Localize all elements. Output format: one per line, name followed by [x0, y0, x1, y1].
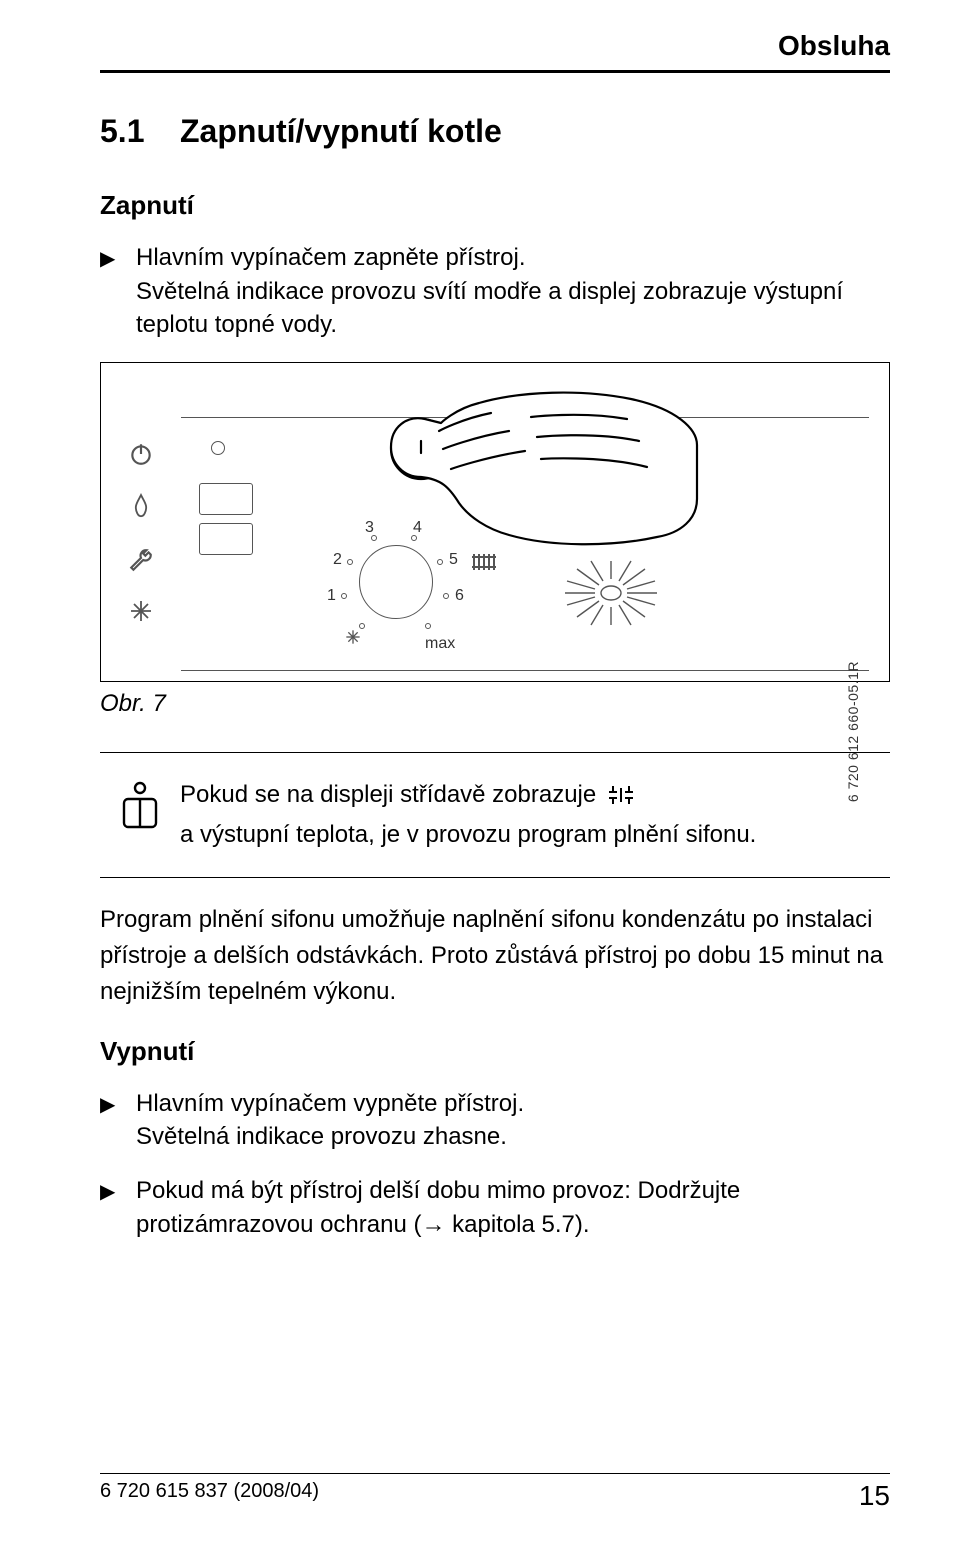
knob-label-6: 6: [455, 587, 464, 605]
flame-icon: [130, 493, 152, 521]
body-paragraph: Program plnění sifonu umožňuje naplnění …: [100, 902, 890, 1010]
figure-code-vertical: 6 720 612 660-05.1R: [845, 661, 861, 802]
page-number: 15: [859, 1480, 890, 1512]
footer-rule: [100, 1473, 890, 1474]
zapnuti-item-line1: Hlavním vypínačem zapněte přístroj.: [136, 244, 526, 271]
info-text: Pokud se na displeji střídavě zobrazuje …: [180, 777, 890, 853]
footer: 6 720 615 837 (2008/04) 15: [100, 1480, 890, 1512]
info-line2: a výstupní teplota, je v provozu program…: [180, 821, 756, 848]
figure-left-icon-column: [111, 431, 171, 623]
figure-box: 1 2 3 4 5 6 max: [100, 362, 890, 682]
top-rule: [100, 70, 890, 73]
power-icon: [128, 441, 154, 467]
vypnuti-item-1-line1: Hlavním vypínačem vypněte přístroj.: [136, 1090, 524, 1117]
bullet-triangle-icon: ▶: [100, 1087, 136, 1154]
vypnuti-item-1-line2: Světelná indikace provozu zhasne.: [136, 1123, 507, 1150]
zapnuti-item-text: Hlavním vypínačem zapněte přístroj. Svět…: [136, 241, 890, 342]
section-title: Zapnutí/vypnutí kotle: [180, 113, 502, 149]
knob-label-max: max: [425, 635, 455, 653]
vypnuti-item-1-text: Hlavním vypínačem vypněte přístroj. Svět…: [136, 1087, 890, 1154]
bullet-triangle-icon: ▶: [100, 1174, 136, 1241]
section-heading: 5.1Zapnutí/vypnutí kotle: [100, 113, 890, 150]
wrench-icon: [128, 547, 154, 573]
section-number: 5.1: [100, 113, 180, 150]
hand-illustration: [381, 379, 701, 579]
zapnuti-heading: Zapnutí: [100, 190, 890, 221]
vypnuti-item-1: ▶ Hlavním vypínačem vypněte přístroj. Sv…: [100, 1087, 890, 1154]
figure-panel: 1 2 3 4 5 6 max: [171, 373, 879, 681]
info-block: Pokud se na displeji střídavě zobrazuje …: [100, 752, 890, 878]
knob-tick-2: [347, 559, 353, 565]
knob-tick-max: [425, 623, 431, 629]
snowflake-icon: [129, 599, 153, 623]
vypnuti-item-2: ▶ Pokud má být přístroj delší dobu mimo …: [100, 1174, 890, 1241]
panel-led: [211, 441, 225, 455]
panel-bottom-line: [181, 670, 869, 671]
vypnuti-item-2-line1: Pokud má být přístroj delší dobu mimo pr…: [136, 1177, 740, 1238]
knob-tick-6: [443, 593, 449, 599]
zapnuti-item-line2: Světelná indikace provozu svítí modře a …: [136, 278, 843, 339]
siphon-symbol-icon: [607, 781, 635, 817]
panel-display-1: [199, 483, 253, 515]
info-icon-column: [100, 777, 180, 853]
zapnuti-item: ▶ Hlavním vypínačem zapněte přístroj. Sv…: [100, 241, 890, 342]
knob-label-2: 2: [333, 551, 342, 569]
panel-display-2: [199, 523, 253, 555]
knob-label-1: 1: [327, 587, 336, 605]
footer-code: 6 720 615 837 (2008/04): [100, 1480, 319, 1512]
knob-snow-icon: [345, 629, 361, 645]
info-icon: [116, 779, 164, 831]
page-header-title: Obsluha: [100, 30, 890, 62]
vypnuti-item-2-text: Pokud má být přístroj delší dobu mimo pr…: [136, 1174, 890, 1241]
vypnuti-heading: Vypnutí: [100, 1036, 890, 1067]
info-line1a: Pokud se na displeji střídavě zobrazuje: [180, 781, 603, 808]
knob-label-3: 3: [365, 519, 374, 537]
figure-caption: Obr. 7: [100, 690, 890, 718]
figure-inner: 1 2 3 4 5 6 max: [111, 373, 879, 681]
knob-tick-1: [341, 593, 347, 599]
bullet-triangle-icon: ▶: [100, 241, 136, 342]
